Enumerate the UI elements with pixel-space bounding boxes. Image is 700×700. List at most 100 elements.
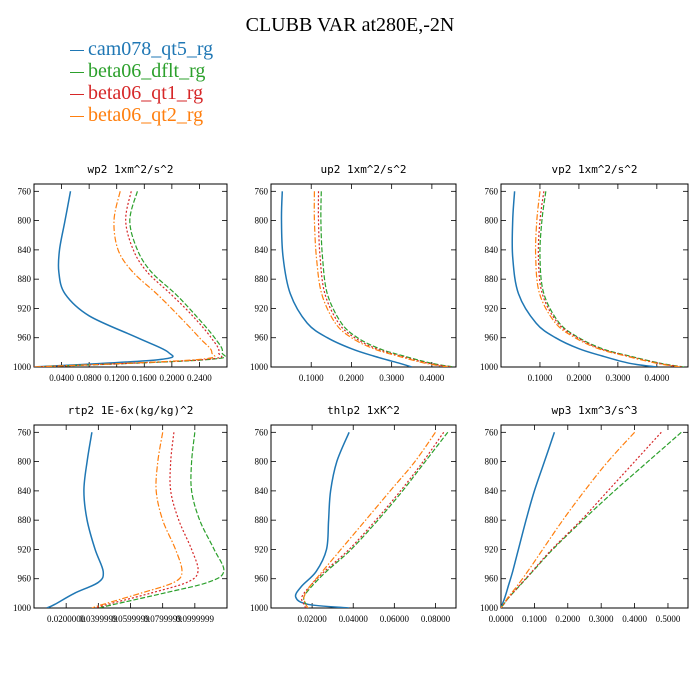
series-line-beta06_dflt_rg (501, 431, 682, 608)
chart-panel: thlp2 1xK^2 760 800 840 880 920 960 1000 0.02000… (250, 404, 457, 624)
x-tick-label: 0.0799999 (144, 614, 183, 624)
x-tick-label: 0.2000 (555, 614, 580, 624)
y-tick-label: 760 (255, 427, 269, 437)
series-line-beta06_dflt_rg (98, 432, 225, 608)
legend-label: beta06_qt1_rg (88, 82, 204, 104)
x-tick-label: 0.3000 (606, 373, 631, 383)
y-tick-label: 1000 (13, 362, 32, 372)
series-line-cam078_qt5_rg (501, 432, 556, 608)
panel-title: wp2 1xm^2/s^2 (87, 163, 173, 176)
y-tick-label: 800 (255, 457, 269, 467)
x-tick-label: 0.2400 (187, 373, 212, 383)
legend-entry-dflt: beta06_dflt_rg (70, 60, 213, 82)
panel-title: thlp2 1xK^2 (327, 404, 400, 417)
plot-frame (500, 424, 689, 609)
y-tick-label: 960 (18, 333, 32, 343)
y-tick-label: 840 (18, 245, 32, 255)
x-tick-label: 0.2000 (159, 373, 184, 383)
series-line-beta06_qt2_rg (534, 191, 681, 367)
y-tick-label: 960 (255, 333, 269, 343)
y-tick-label: 800 (485, 216, 499, 226)
series-line-beta06_qt2_rg (313, 191, 449, 367)
x-tick-label: 0.0000 (489, 614, 514, 624)
chart-panel: wp3 1xm^3/s^3 760 800 840 880 920 960 10000.000… (480, 404, 689, 624)
y-tick-label: 880 (485, 515, 499, 525)
series-line-beta06_dflt_rg (34, 191, 227, 367)
x-tick-label: 0.04000 (339, 614, 369, 624)
series-line-cam078_qt5_rg (34, 191, 174, 367)
x-tick-label: 0.4000 (644, 373, 669, 383)
series-line-beta06_qt1_rg (537, 191, 683, 367)
legend-entry-qt1: beta06_qt1_rg (70, 82, 213, 104)
x-tick-label: 0.02000 (297, 614, 327, 624)
panel-title: up2 1xm^2/s^2 (320, 163, 406, 176)
y-tick-label: 920 (18, 544, 32, 554)
y-tick-label: 1000 (250, 603, 269, 613)
y-tick-label: 840 (485, 245, 499, 255)
legend-swatch (70, 71, 84, 73)
y-tick-label: 800 (255, 216, 269, 226)
series-line-beta06_qt1_rg (501, 431, 662, 608)
y-tick-label: 840 (255, 486, 269, 496)
x-tick-label: 0.1000 (299, 373, 324, 383)
x-tick-label: 0.0999999 (176, 614, 215, 624)
chart-panel: up2 1xm^2/s^2 760 800 840 880 920 960 1000 0.100… (250, 163, 457, 383)
y-tick-label: 1000 (480, 362, 499, 372)
series-line-beta06_qt1_rg (94, 432, 199, 608)
y-tick-label: 760 (18, 186, 32, 196)
chart-panel: wp2 1xm^2/s^2 760 800 840 880 920 960 1000 0.040… (13, 163, 228, 383)
y-tick-label: 840 (18, 486, 32, 496)
y-tick-label: 920 (485, 544, 499, 554)
y-tick-label: 800 (18, 216, 32, 226)
y-tick-label: 920 (255, 303, 269, 313)
plot-frame (270, 183, 457, 368)
legend-swatch (70, 93, 84, 95)
y-tick-label: 880 (255, 274, 269, 284)
x-tick-label: 0.1000 (522, 614, 547, 624)
y-tick-label: 840 (485, 486, 499, 496)
y-tick-label: 760 (485, 186, 499, 196)
legend-label: beta06_qt2_rg (88, 104, 204, 126)
y-tick-label: 960 (485, 333, 499, 343)
plot-frame (500, 183, 689, 368)
chart-panel: rtp2 1E-6x(kg/kg)^2 760 800 840 880 920 960 100… (13, 404, 228, 624)
y-tick-label: 880 (255, 515, 269, 525)
y-tick-label: 880 (18, 515, 32, 525)
y-tick-label: 920 (255, 544, 269, 554)
y-tick-label: 800 (485, 457, 499, 467)
x-tick-label: 0.1200 (104, 373, 129, 383)
plot-frame (33, 183, 228, 368)
y-tick-label: 760 (255, 186, 269, 196)
x-tick-label: 0.2000 (567, 373, 592, 383)
series-line-beta06_qt1_rg (34, 191, 223, 367)
y-tick-label: 1000 (480, 603, 499, 613)
series-line-beta06_dflt_rg (320, 191, 455, 367)
y-tick-label: 760 (485, 427, 499, 437)
series-line-beta06_dflt_rg (303, 431, 449, 608)
chart-panel: vp2 1xm^2/s^2 760 800 840 880 920 960 1000 0.100… (480, 163, 689, 383)
x-tick-label: 0.3000 (589, 614, 614, 624)
x-tick-label: 0.1000 (528, 373, 553, 383)
panel-title: vp2 1xm^2/s^2 (551, 163, 637, 176)
y-tick-label: 800 (18, 457, 32, 467)
legend-label: beta06_dflt_rg (88, 60, 206, 82)
series-line-cam078_qt5_rg (46, 432, 105, 608)
y-tick-label: 960 (18, 574, 32, 584)
legend-entry-qt2: beta06_qt2_rg (70, 104, 213, 126)
y-tick-label: 920 (485, 303, 499, 313)
x-tick-label: 0.4000 (419, 373, 444, 383)
x-tick-label: 0.0599999 (111, 614, 150, 624)
plot-frame (270, 424, 457, 609)
y-tick-label: 920 (18, 303, 32, 313)
series-line-beta06_qt1_rg (300, 431, 445, 608)
series-line-beta06_qt2_rg (303, 431, 436, 608)
x-tick-label: 0.06000 (380, 614, 410, 624)
series-line-cam078_qt5_rg (280, 191, 413, 367)
series-line-beta06_qt2_rg (501, 431, 636, 608)
x-tick-label: 0.0400 (49, 373, 74, 383)
x-tick-label: 0.5000 (656, 614, 681, 624)
panel-title: wp3 1xm^3/s^3 (551, 404, 637, 417)
y-tick-label: 760 (18, 427, 32, 437)
y-tick-label: 1000 (250, 362, 269, 372)
